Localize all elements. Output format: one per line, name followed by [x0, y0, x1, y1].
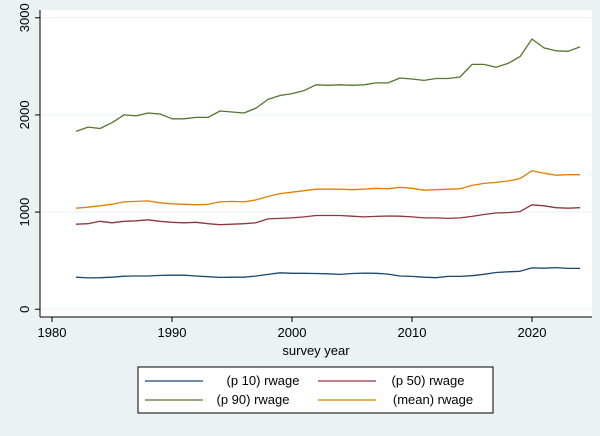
series-line-mean-rwage: [75, 170, 580, 209]
legend-label: (mean) rwage: [393, 392, 473, 407]
y-axis-ticks: 0 1000 2000 3000: [17, 3, 40, 313]
series-line-p-50-rwage: [75, 204, 581, 226]
axes: [39, 10, 592, 318]
plot-area: [40, 10, 592, 317]
legend-label: (p 50) rwage: [392, 373, 465, 388]
legend-box: [137, 366, 494, 414]
x-tick-label: 1980: [38, 325, 67, 340]
legend: (p 10) rwage (p 50) rwage (p 90) rwage (mea…: [137, 366, 494, 414]
x-tick-label: 2010: [398, 325, 427, 340]
legend-label: (p 90) rwage: [217, 392, 290, 407]
y-tick-label: 2000: [17, 100, 32, 129]
series-line-p-10-rwage: [75, 266, 580, 279]
x-axis-ticks: 1980 1990 2000 2010 2020: [38, 317, 547, 340]
x-tick-label: 2000: [278, 325, 307, 340]
series-line-p-90-rwage: [75, 38, 581, 133]
x-axis-title: survey year: [282, 343, 350, 358]
legend-label: (p 10) rwage: [227, 373, 300, 388]
x-tick-label: 1990: [158, 325, 187, 340]
x-tick-label: 2020: [518, 325, 547, 340]
y-tick-label: 0: [17, 306, 32, 313]
y-tick-label: 3000: [17, 3, 32, 32]
series-lines: [75, 38, 581, 279]
y-tick-label: 1000: [17, 198, 32, 227]
